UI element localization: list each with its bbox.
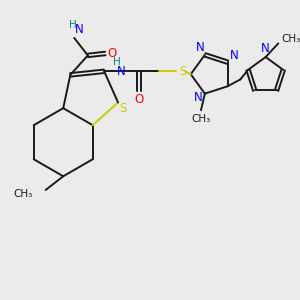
Text: O: O: [135, 93, 144, 106]
Text: CH₃: CH₃: [281, 34, 300, 44]
Text: N: N: [117, 65, 126, 78]
Text: S: S: [119, 102, 127, 115]
Text: CH₃: CH₃: [14, 189, 33, 199]
Text: CH₃: CH₃: [191, 114, 211, 124]
Text: S: S: [179, 65, 187, 78]
Text: H: H: [113, 57, 121, 67]
Text: N: N: [230, 49, 239, 62]
Text: N: N: [261, 42, 270, 55]
Text: O: O: [107, 47, 117, 60]
Text: N: N: [75, 22, 83, 36]
Text: H: H: [69, 20, 77, 30]
Text: N: N: [196, 41, 204, 55]
Text: N: N: [194, 91, 203, 104]
